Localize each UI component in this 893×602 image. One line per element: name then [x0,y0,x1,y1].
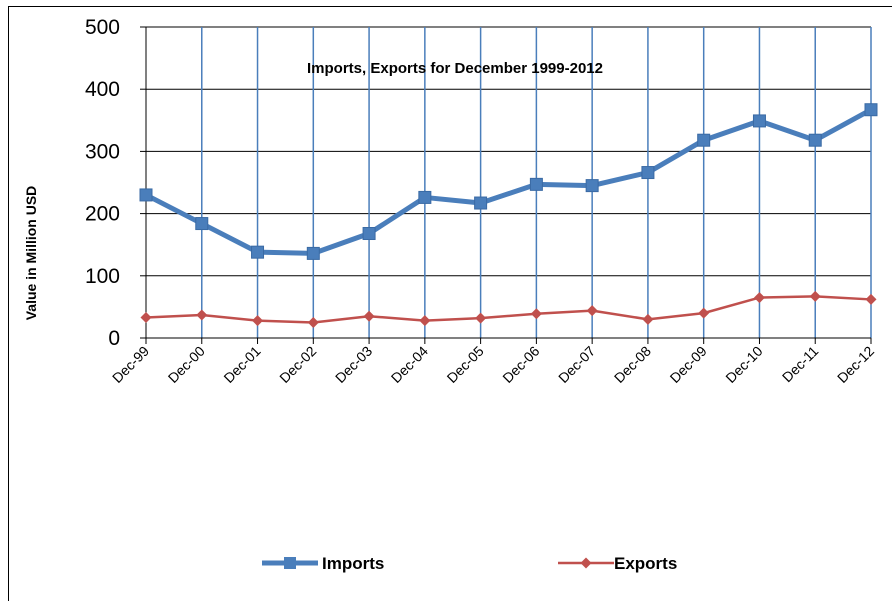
series-imports [139,103,878,260]
data-point [698,307,710,319]
series-exports [140,290,877,328]
data-point [586,305,598,317]
data-point [753,292,765,304]
data-point [196,309,208,321]
data-point [418,190,432,204]
series-line [145,295,872,324]
x-tick-label: Dec-10 [722,343,765,386]
data-point [363,310,375,322]
y-tick-label: 500 [85,16,120,39]
data-point [809,290,821,302]
data-point [752,114,766,128]
x-tick-label: Dec-07 [555,343,598,386]
data-point [865,293,877,305]
y-tick-label: 300 [85,140,120,163]
x-tick-label: Dec-05 [444,343,487,386]
x-tick-label: Dec-12 [834,343,877,386]
data-point [529,177,543,191]
x-tick-label: Dec-00 [165,343,208,386]
series-line [144,107,873,256]
chart-title: Imports, Exports for December 1999-2012 [307,60,603,77]
x-tick-label: Dec-06 [499,343,542,386]
data-point [697,133,711,147]
x-tick-label: Dec-09 [667,343,710,386]
legend-marker [580,557,592,569]
data-point [362,227,376,241]
data-point [419,315,431,327]
data-point [808,133,822,147]
legend: Imports Exports [262,554,677,573]
data-point [474,196,488,210]
legend-label: Imports [322,554,384,573]
data-point [140,311,152,323]
y-tick-label: 200 [85,203,120,226]
data-point [251,245,265,259]
gridlines [146,26,872,338]
data-point [139,188,153,202]
data-point [530,308,542,320]
x-tick-label: Dec-01 [220,343,263,386]
x-tick-label: Dec-02 [276,343,319,386]
data-point [864,103,878,117]
x-tick-label: Dec-03 [332,343,375,386]
y-axis-label: Value in Million USD [23,186,39,321]
x-tick-labels: Dec-99 Dec-00 Dec-01 Dec-02 Dec-03 Dec-04 Dec-… [109,343,877,386]
data-point [642,313,654,325]
y-tick-label: 400 [85,78,120,101]
axes [140,26,872,344]
legend-label: Exports [614,554,677,573]
data-point [307,316,319,328]
series-layer [139,103,878,328]
y-tick-label: 100 [85,265,120,288]
legend-marker [284,557,296,569]
x-tick-label: Dec-11 [779,343,822,386]
data-point [585,179,599,193]
x-tick-label: Dec-08 [611,343,654,386]
data-point [252,315,264,327]
x-tick-label: Dec-04 [388,343,431,386]
y-tick-labels: 0 100 200 300 400 500 [85,16,120,350]
data-point [475,312,487,324]
legend-item-imports: Imports [262,554,384,573]
y-tick-label: 0 [108,327,120,350]
data-point [641,166,655,180]
legend-item-exports: Exports [558,554,677,573]
data-point [195,217,209,231]
chart-frame [8,6,892,601]
data-point [306,246,320,260]
